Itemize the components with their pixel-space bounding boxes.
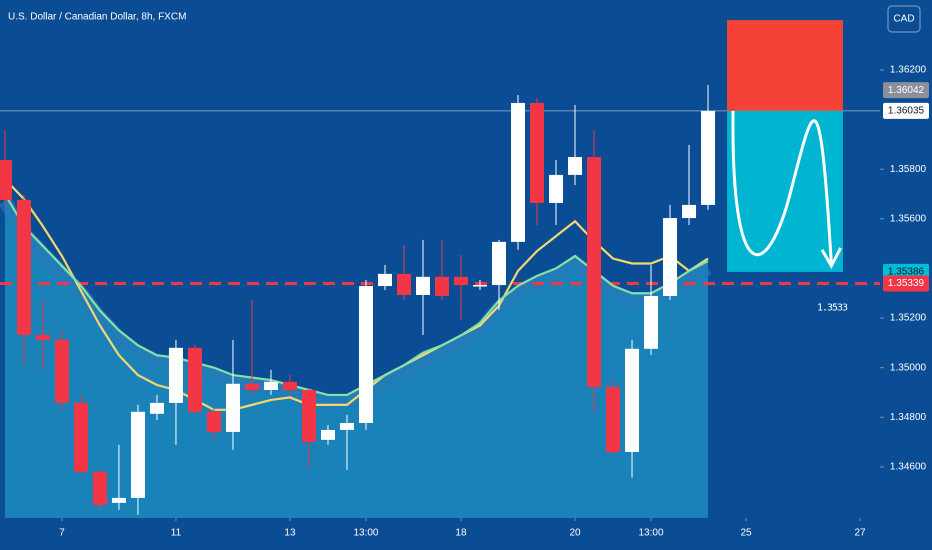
candle-body — [244, 383, 259, 390]
chart-title: U.S. Dollar / Canadian Dollar, 8h, FXCM — [8, 12, 186, 23]
candle-body — [54, 339, 69, 403]
candle-body — [530, 102, 545, 203]
x-tick-label: 20 — [569, 528, 581, 539]
candle-body — [606, 387, 621, 453]
ma-area — [4, 194, 709, 518]
y-tick-label: 1.35600 — [890, 213, 927, 224]
y-tick-label: 1.34600 — [890, 462, 927, 473]
candle-body — [682, 204, 697, 219]
annotation: 1.3533 — [817, 303, 848, 314]
x-tick-label: 13 — [284, 528, 296, 539]
candle-body — [301, 389, 316, 442]
y-tick-label: 1.36200 — [890, 65, 927, 76]
x-tick-label: 25 — [740, 528, 752, 539]
candle-body — [701, 110, 716, 205]
candle-body — [377, 273, 392, 287]
candle-body — [73, 402, 88, 472]
candle-body — [453, 276, 468, 286]
candle-body — [206, 411, 221, 432]
candle-body — [130, 411, 145, 498]
candle-body — [35, 334, 50, 340]
candle-body — [511, 102, 526, 242]
candle-body — [225, 383, 240, 432]
y-tick-label: 1.35200 — [890, 313, 927, 324]
candle-body — [358, 286, 373, 423]
projection-arrowhead — [820, 247, 842, 270]
candle-body — [339, 422, 354, 430]
x-tick-label: 18 — [455, 528, 467, 539]
candle-body — [16, 199, 31, 335]
plot-area — [0, 20, 880, 518]
candle-body — [282, 381, 297, 390]
candle-body — [625, 348, 640, 453]
candle-body — [549, 174, 564, 203]
candle-body — [111, 497, 126, 503]
candle-body — [149, 402, 164, 414]
candle-body — [434, 276, 449, 296]
currency-button[interactable] — [887, 5, 921, 33]
candle-body — [587, 157, 602, 388]
price-label-box — [883, 102, 929, 119]
candle-body — [492, 241, 507, 286]
candle-body — [187, 347, 202, 412]
price-label: 1.36035 — [888, 106, 925, 117]
y-tick-label: 1.34800 — [890, 412, 927, 423]
candle-body — [644, 295, 659, 349]
x-tick-label: 27 — [854, 528, 866, 539]
y-tick-label: 1.35000 — [890, 362, 927, 373]
price-label-box — [883, 275, 929, 292]
candle-body — [320, 429, 335, 440]
candle-body — [568, 157, 583, 175]
price-label-box — [883, 82, 929, 99]
candle-body — [263, 381, 278, 390]
candle-body — [168, 347, 183, 403]
x-tick-label: 13:00 — [353, 528, 378, 539]
x-tick-label: 7 — [59, 528, 65, 539]
y-tick-label: 1.35800 — [890, 164, 927, 175]
candle-body — [473, 285, 487, 287]
price-label: 1.35339 — [888, 278, 925, 289]
candle-body — [415, 276, 430, 295]
candle-body — [663, 218, 678, 296]
projection-curve — [731, 110, 833, 264]
price-label: 1.35386 — [888, 267, 925, 278]
price-label: 1.36042 — [888, 85, 925, 96]
x-tick-label: 11 — [171, 528, 182, 539]
stop-zone — [727, 20, 843, 111]
candle-body — [0, 160, 12, 200]
currency-label[interactable]: CAD — [893, 14, 914, 25]
x-tick-label: 13:00 — [639, 528, 664, 539]
candle-body — [92, 471, 107, 505]
candle-body — [396, 273, 411, 295]
